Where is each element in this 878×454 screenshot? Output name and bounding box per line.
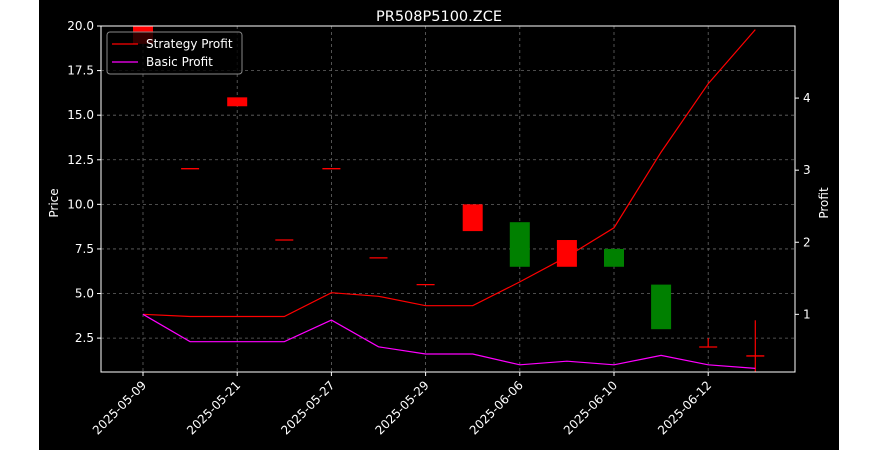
y2-tick-label: 2 xyxy=(803,235,811,249)
candles-group xyxy=(133,26,765,372)
profit-series-group xyxy=(142,29,756,369)
candle xyxy=(556,240,577,267)
chart-figure: PR508P5100.ZCE Price Profit 2.5 5.0 7.5 10.… xyxy=(39,0,839,450)
y-tick-label: 12.5 xyxy=(67,153,94,167)
y2-tick-label: 1 xyxy=(803,307,811,321)
y-tick-label: 7.5 xyxy=(75,242,94,256)
y-tick-label: 20.0 xyxy=(67,19,94,33)
chart-canvas: PR508P5100.ZCE Price Profit 2.5 5.0 7.5 10.… xyxy=(47,9,831,437)
axis-ticks: 2.5 5.0 7.5 10.0 12.5 15.0 17.5 20.0 1 2 3 4 2025-05… xyxy=(67,19,810,437)
x-tick-label: 2025-05-09 xyxy=(90,378,149,437)
x-tick-label: 2025-06-12 xyxy=(655,378,714,437)
candle xyxy=(227,97,248,107)
legend-label-strategy-profit: Strategy Profit xyxy=(146,37,233,51)
y-axis-label: Price xyxy=(47,188,61,217)
x-tick-label: 2025-05-21 xyxy=(184,378,243,437)
candle xyxy=(699,338,718,348)
x-tick-label: 2025-06-10 xyxy=(561,378,620,437)
y2-tick-label: 4 xyxy=(803,91,811,105)
candle-body xyxy=(509,222,530,267)
x-tick-label: 2025-05-27 xyxy=(278,378,337,437)
y2-tick-label: 3 xyxy=(803,163,811,177)
candle-body xyxy=(556,240,577,267)
legend-box xyxy=(106,31,243,75)
series-line-basic-profit xyxy=(142,313,756,369)
grid-lines xyxy=(101,25,795,372)
candle-body xyxy=(604,248,624,267)
chart-title: PR508P5100.ZCE xyxy=(376,9,502,25)
candle-body xyxy=(651,284,672,330)
candle xyxy=(651,284,672,330)
legend-label-basic-profit: Basic Profit xyxy=(146,55,213,69)
candle-body xyxy=(462,204,483,232)
y-tick-label: 15.0 xyxy=(67,108,94,122)
legend: Strategy Profit Basic Profit xyxy=(106,31,243,75)
candle xyxy=(462,204,483,232)
candle xyxy=(746,320,765,372)
candle xyxy=(509,222,530,267)
y-tick-label: 2.5 xyxy=(75,331,94,345)
candle-body xyxy=(227,97,248,107)
series-line-strategy-profit xyxy=(142,29,756,318)
x-tick-label: 2025-05-29 xyxy=(373,378,432,437)
plot-frame xyxy=(100,25,796,373)
y-tick-label: 10.0 xyxy=(67,197,94,211)
y-tick-label: 17.5 xyxy=(67,64,94,78)
y2-axis-label: Profit xyxy=(817,187,831,219)
x-tick-label: 2025-06-06 xyxy=(467,378,526,437)
candle xyxy=(604,248,624,267)
y-tick-label: 5.0 xyxy=(75,287,94,301)
